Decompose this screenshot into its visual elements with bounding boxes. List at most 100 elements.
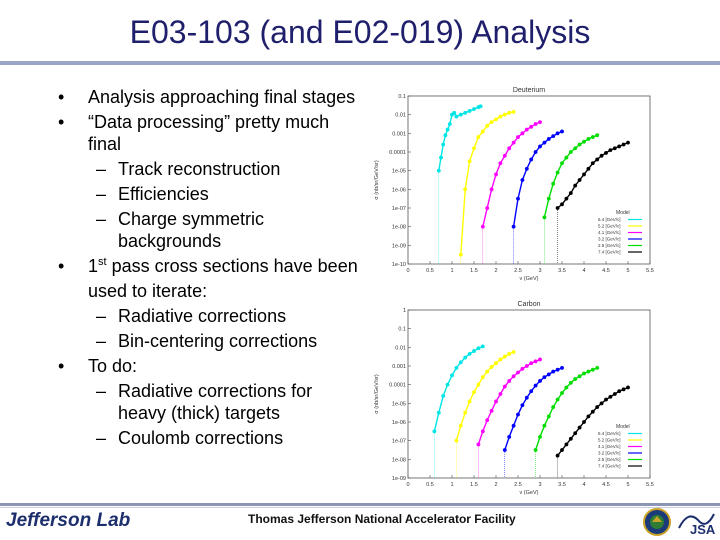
legend-entry: 2.5 [GeV/c] — [598, 457, 621, 462]
legend-entry: 3.2 [GeV/c] — [598, 451, 621, 456]
series-1 — [454, 350, 516, 478]
series-segment — [460, 412, 466, 426]
x-tick-label: 4.5 — [602, 482, 610, 488]
series-segment — [433, 412, 440, 432]
series-segment — [512, 198, 519, 227]
series-3 — [502, 365, 564, 478]
x-tick-label: 5 — [626, 268, 629, 274]
series-segment — [482, 207, 488, 227]
x-axis-label: ν (GeV) — [520, 276, 539, 282]
y-tick-label: 1e-08 — [392, 225, 406, 231]
y-tick-label: 1e-07 — [392, 439, 406, 445]
series-segment — [442, 384, 449, 397]
chart-title: Carbon — [518, 301, 541, 308]
x-tick-label: 1 — [450, 482, 453, 488]
series-0 — [432, 344, 485, 478]
legend-title: Model — [616, 210, 630, 216]
series-segment — [490, 174, 497, 190]
x-tick-label: 3.5 — [558, 482, 566, 488]
bullet-text: Coulomb corrections — [118, 428, 284, 448]
jefferson-lab-logo: Jefferson Lab — [6, 510, 131, 531]
series-segment — [477, 431, 484, 445]
series-segment — [468, 148, 475, 162]
bullet-marker: – — [96, 428, 107, 448]
series-segment — [464, 401, 471, 413]
bullet-list: • Analysis approaching final stages • “Data… — [58, 86, 358, 452]
sub-bullet-item: – Charge symmetric backgrounds — [58, 208, 358, 252]
x-tick-label: 4.5 — [602, 268, 610, 274]
bullet-text: pass cross sections have been used to it… — [88, 256, 358, 301]
series-0 — [436, 104, 483, 264]
bullet-marker: • — [58, 112, 65, 132]
bullet-marker: – — [96, 381, 107, 401]
footer-facility-name: Thomas Jefferson National Accelerator Fa… — [248, 512, 516, 526]
bullet-item: • Analysis approaching final stages — [58, 86, 358, 108]
jsa-logo: JSA — [678, 513, 716, 537]
series-segment — [482, 419, 488, 432]
x-tick-label: 3 — [538, 268, 541, 274]
series-segment — [460, 189, 466, 255]
series-segment — [495, 162, 502, 175]
bullet-text: Radiative corrections for heavy (thick) … — [118, 381, 313, 423]
bullet-superscript: st — [98, 256, 107, 268]
data-point — [511, 109, 516, 114]
bullet-marker: – — [96, 331, 107, 351]
y-tick-label: 1e-07 — [392, 206, 406, 212]
bullet-marker: – — [96, 159, 107, 179]
sub-bullet-item: – Coulomb corrections — [58, 427, 358, 449]
data-point — [478, 104, 483, 109]
y-tick-label: 1e-09 — [392, 243, 406, 249]
series-2 — [480, 120, 542, 264]
title-divider — [0, 61, 720, 65]
x-tick-label: 3 — [538, 482, 541, 488]
x-tick-label: 3.5 — [558, 268, 566, 274]
bullet-item: • “Data processing” pretty much final — [58, 111, 358, 155]
x-tick-label: 1.5 — [470, 268, 478, 274]
legend-entry: 2.5 [GeV/c] — [598, 243, 621, 248]
series-segment — [521, 168, 528, 181]
chart-title: Deuterium — [513, 87, 545, 94]
data-point — [511, 350, 516, 354]
y-tick-label: 0.1 — [398, 327, 406, 333]
legend-entry: 4.1 [GeV/c] — [598, 230, 621, 235]
y-tick-label: 1e-10 — [392, 262, 406, 268]
data-point — [560, 365, 564, 370]
data-point — [595, 365, 600, 370]
series-5 — [555, 385, 630, 478]
data-point — [538, 120, 542, 125]
x-tick-label: 2 — [494, 482, 497, 488]
svg-text:JSA: JSA — [690, 522, 716, 537]
y-tick-label: 0.1 — [398, 94, 406, 100]
footer-divider — [0, 503, 720, 506]
bullet-marker: – — [96, 306, 107, 326]
legend-entry: 6.4 [GeV/c] — [598, 431, 621, 436]
y-tick-label: 0.0001 — [389, 150, 406, 156]
y-tick-label: 1e-09 — [392, 476, 406, 482]
y-tick-label: 1e-05 — [392, 401, 406, 407]
slide-title: E03-103 (and E02-019) Analysis — [129, 14, 591, 50]
bullet-item: • To do: — [58, 355, 358, 377]
data-point — [538, 357, 542, 362]
series-segment — [438, 395, 444, 413]
series-segment — [455, 425, 462, 441]
legend-title: Model — [616, 424, 630, 430]
bullet-marker: – — [96, 209, 107, 229]
series-segment — [548, 183, 554, 199]
data-point — [480, 344, 485, 349]
bullet-text: “Data processing” pretty much final — [88, 112, 330, 154]
series-segment — [539, 425, 546, 438]
y-tick-label: 0.0001 — [389, 383, 406, 389]
series-segment — [438, 157, 442, 171]
data-point — [626, 140, 630, 145]
bullet-text: Radiative corrections — [118, 306, 287, 326]
series-segment — [517, 179, 524, 199]
data-point — [560, 129, 564, 134]
series-segment — [534, 436, 541, 451]
legend-entry: 6.4 [GeV/c] — [598, 217, 621, 222]
bullet-item: • 1st pass cross sections have been used … — [58, 255, 358, 302]
series-segment — [473, 136, 480, 149]
series-segment — [464, 161, 471, 190]
bullet-text: Charge symmetric backgrounds — [118, 209, 265, 251]
bullet-marker: • — [58, 356, 65, 376]
legend-entry: 4.1 [GeV/c] — [598, 444, 621, 449]
